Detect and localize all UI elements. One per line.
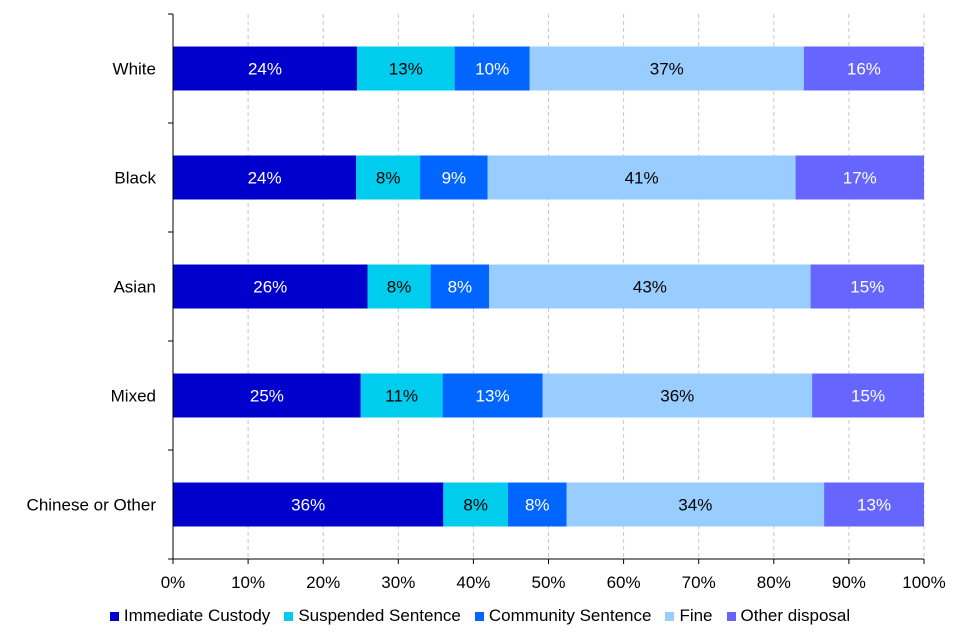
data-label: 41% (625, 169, 659, 188)
data-label: 13% (389, 60, 423, 79)
bar-segment (173, 373, 361, 418)
bar-segment (430, 264, 490, 309)
x-tick-label: 80% (757, 573, 791, 592)
legend-label: Fine (679, 606, 713, 625)
bar-segment (173, 482, 444, 527)
category-label: White (113, 60, 156, 79)
bar-segment (420, 155, 488, 200)
legend-item: Immediate Custody (109, 606, 271, 626)
bar-segment (507, 482, 567, 527)
bar-segment (360, 373, 443, 418)
legend-swatch (665, 611, 675, 621)
data-label: 11% (385, 387, 418, 406)
bar-segment (542, 373, 813, 418)
data-label: 13% (857, 496, 891, 515)
bar-segment (443, 482, 508, 527)
category-labels: White Black Asian Mixed Chinese or Other (27, 60, 157, 515)
legend-item: Other disposal (726, 606, 851, 626)
x-tick-label: 0% (161, 573, 186, 592)
x-tick-label: 70% (682, 573, 716, 592)
legend-label: Suspended Sentence (298, 606, 461, 625)
legend-swatch (109, 611, 119, 621)
data-label: 24% (248, 60, 282, 79)
axes (168, 13, 925, 564)
x-tick-label: 90% (832, 573, 866, 592)
data-label: 34% (678, 496, 712, 515)
bar-segment (367, 264, 431, 309)
x-tick-label: 100% (902, 573, 945, 592)
data-label: 17% (843, 169, 877, 188)
data-label: 8% (448, 278, 473, 297)
bar-segment (356, 46, 455, 91)
data-label: 8% (525, 496, 550, 515)
data-label: 9% (442, 169, 467, 188)
bar-segment (529, 46, 804, 91)
x-tick-label: 30% (381, 573, 415, 592)
bar-segment (356, 155, 421, 200)
legend-swatch (474, 611, 484, 621)
bar-segment (173, 46, 357, 91)
data-label: 8% (463, 496, 488, 515)
x-tick-labels: 0% 10% 20% 30% 40% 50% 60% 70% 80% 90% 100% (161, 573, 946, 592)
category-label: Asian (113, 278, 156, 297)
legend-item: Community Sentence (474, 606, 652, 626)
data-label: 15% (850, 278, 884, 297)
bar-segment (487, 155, 796, 200)
legend-item: Fine (665, 606, 713, 626)
data-label: 26% (253, 278, 287, 297)
data-label: 36% (660, 387, 694, 406)
bar-segment (454, 46, 530, 91)
legend-label: Community Sentence (488, 606, 652, 625)
bar-segment (795, 155, 924, 200)
legend-swatch (284, 611, 294, 621)
data-label: 36% (291, 496, 325, 515)
category-label: Mixed (111, 387, 156, 406)
bar-segment (566, 482, 825, 527)
bars: 24% 13% 10% 37% 16% 24% 8% 9% 41% 17% 26% 8% 8% 43% 15… (173, 46, 924, 527)
data-label: 43% (633, 278, 667, 297)
data-label: 10% (475, 60, 509, 79)
bar-segment (173, 155, 357, 200)
bar-segment (812, 373, 924, 418)
legend-label: Other disposal (740, 606, 851, 625)
x-tick-label: 50% (531, 573, 565, 592)
bar-segment (442, 373, 543, 418)
x-tick-label: 20% (306, 573, 340, 592)
data-label: 8% (376, 169, 401, 188)
data-label: 25% (250, 387, 284, 406)
data-label: 37% (650, 60, 684, 79)
data-label: 16% (847, 60, 881, 79)
data-label: 8% (387, 278, 412, 297)
x-tick-label: 60% (607, 573, 641, 592)
legend: Immediate Custody Suspended Sentence Commu… (0, 604, 960, 628)
category-label: Black (114, 169, 156, 188)
data-label: 15% (851, 387, 885, 406)
category-label: Chinese or Other (27, 496, 157, 515)
x-tick-label: 10% (231, 573, 265, 592)
x-tick-label: 40% (456, 573, 490, 592)
data-label: 24% (248, 169, 282, 188)
bar-segment (489, 264, 811, 309)
bar-segment (810, 264, 924, 309)
legend-label: Immediate Custody (123, 606, 271, 625)
legend-item: Suspended Sentence (284, 606, 461, 626)
bar-segment (173, 264, 368, 309)
bar-segment (803, 46, 924, 91)
bar-segment (824, 482, 924, 527)
data-label: 13% (476, 387, 510, 406)
legend-swatch (726, 611, 736, 621)
